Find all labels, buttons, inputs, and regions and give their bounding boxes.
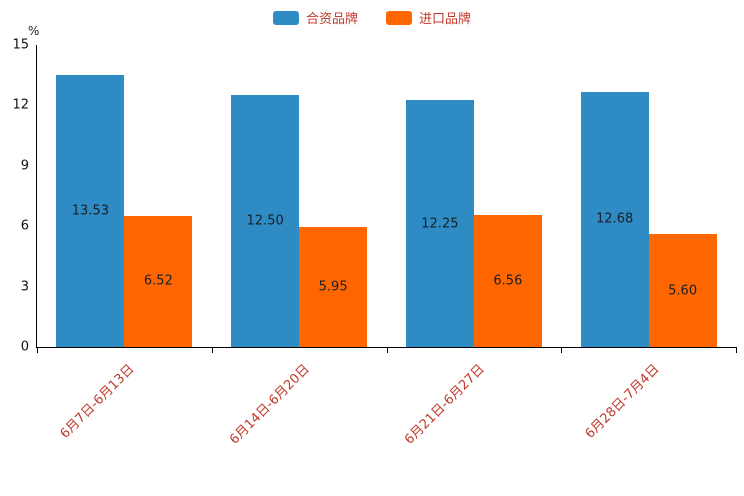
bar-合资品牌: 12.25 (405, 100, 474, 347)
x-axis-label: 6月28日-7月4日 (582, 361, 663, 442)
bar-groups: 13.53 6.52 12.50 5.95 12.25 6.56 12.68 5.60 (37, 45, 736, 347)
legend-swatch (386, 10, 412, 25)
x-axis-tick (37, 347, 38, 353)
plot-area: 0 3 6 9 12 15 13.53 6.52 12.50 5.95 12.25 6.56 12.6… (12, 38, 737, 448)
bar-value-label: 12.68 (596, 211, 634, 227)
x-axis-tick (386, 347, 388, 353)
legend-item-series-1[interactable]: 进口品牌 (386, 8, 471, 27)
bar-合资品牌: 12.50 (231, 95, 300, 347)
x-axis-label: 6月7日-6月13日 (57, 361, 138, 442)
bar-value-label: 6.56 (493, 273, 523, 289)
y-axis-ticks: 0 3 6 9 12 15 (12, 38, 736, 355)
x-axis-tick (211, 347, 213, 353)
legend-item-series-0[interactable]: 合资品牌 (272, 8, 358, 27)
bar-合资品牌: 13.53 (56, 74, 125, 347)
bar-value-label: 6.52 (143, 273, 173, 289)
bar-value-label: 13.53 (71, 203, 109, 219)
y-axis-tick-label: 15 (12, 37, 29, 53)
bar-group: 13.53 6.52 (37, 45, 212, 347)
legend-swatch (272, 10, 299, 25)
y-axis-tick-label: 6 (20, 218, 29, 234)
bar-进口品牌: 5.60 (648, 234, 717, 347)
bar-value-label: 5.60 (668, 283, 698, 299)
legend-label: 进口品牌 (419, 12, 472, 27)
legend: 合资品牌 进口品牌 (272, 8, 471, 27)
bar-合资品牌: 12.68 (580, 91, 649, 347)
x-axis-label: 6月21日-6月27日 (401, 361, 488, 448)
bar-进口品牌: 6.52 (124, 215, 193, 347)
y-axis-unit-label: % (28, 24, 40, 38)
x-axis-label: 6月14日-6月20日 (226, 361, 313, 448)
bar-group: 12.50 5.95 (212, 45, 387, 347)
bar-进口品牌: 5.95 (299, 227, 368, 347)
x-axis-tick (561, 347, 563, 353)
y-axis-tick-label: 9 (20, 158, 29, 174)
bar-group: 12.68 5.60 (561, 45, 736, 347)
legend-label: 合资品牌 (305, 12, 358, 27)
bar-group: 12.25 6.56 (387, 45, 562, 347)
bar-value-label: 5.95 (318, 279, 348, 295)
bar-进口品牌: 6.56 (473, 214, 542, 347)
bar-value-label: 12.25 (421, 216, 459, 232)
y-axis-tick-label: 12 (12, 97, 29, 113)
y-axis-tick-label: 0 (20, 339, 29, 355)
bar-value-label: 12.50 (246, 213, 284, 229)
x-axis-tick (736, 347, 737, 353)
y-axis-tick-label: 3 (20, 279, 29, 295)
x-axis-ticks (37, 347, 737, 353)
